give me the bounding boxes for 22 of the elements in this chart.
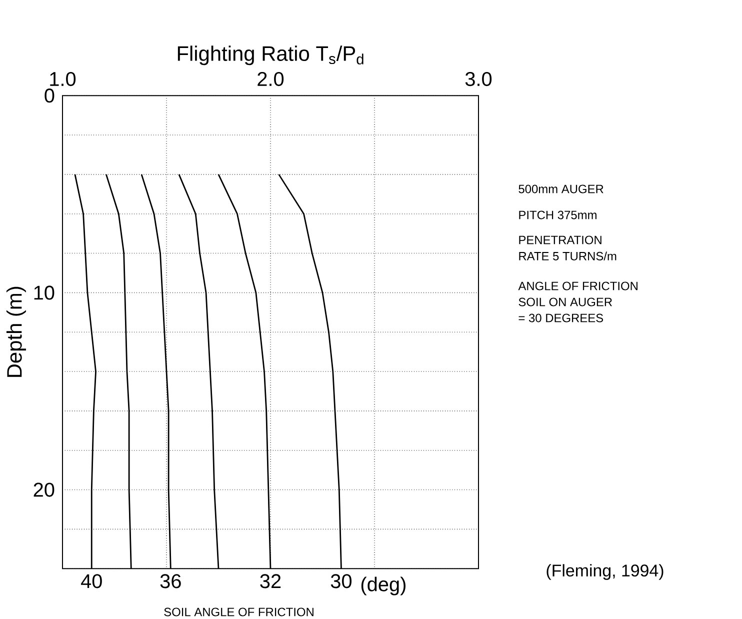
text: SOIL ON AUGER <box>518 298 612 306</box>
y-tick-label: 0 <box>44 88 54 103</box>
series-label: 36 <box>160 574 181 588</box>
text: RATE 5 TURNS/m <box>519 252 616 260</box>
text: PITCH 375mm <box>519 210 596 220</box>
x-tick-label: 2.0 <box>258 72 284 86</box>
x-tick-label: 3.0 <box>465 72 492 86</box>
text: ANGLE OF FRICTION <box>518 282 638 290</box>
text: PENETRATION <box>519 236 602 244</box>
x-tick-label: 1.0 <box>50 72 76 86</box>
y-axis-title: Depth (m) <box>6 286 26 377</box>
text: (Fleming, 1994) <box>546 564 664 580</box>
text: 500mm AUGER <box>518 184 604 194</box>
series-label: 40 <box>80 574 102 588</box>
text: SOIL ANGLE OF FRICTION <box>164 608 314 616</box>
series-label: 32 <box>260 574 281 588</box>
y-tick-label: 10 <box>34 286 54 300</box>
x-axis-title: Flighting Ratio T$_{s}$/P$_{d}$ <box>178 46 364 66</box>
y-tick-label: 20 <box>34 482 54 497</box>
text: = 30 DEGREES <box>518 314 604 322</box>
text: (deg) <box>361 576 406 596</box>
series-label: 30 <box>330 574 352 588</box>
